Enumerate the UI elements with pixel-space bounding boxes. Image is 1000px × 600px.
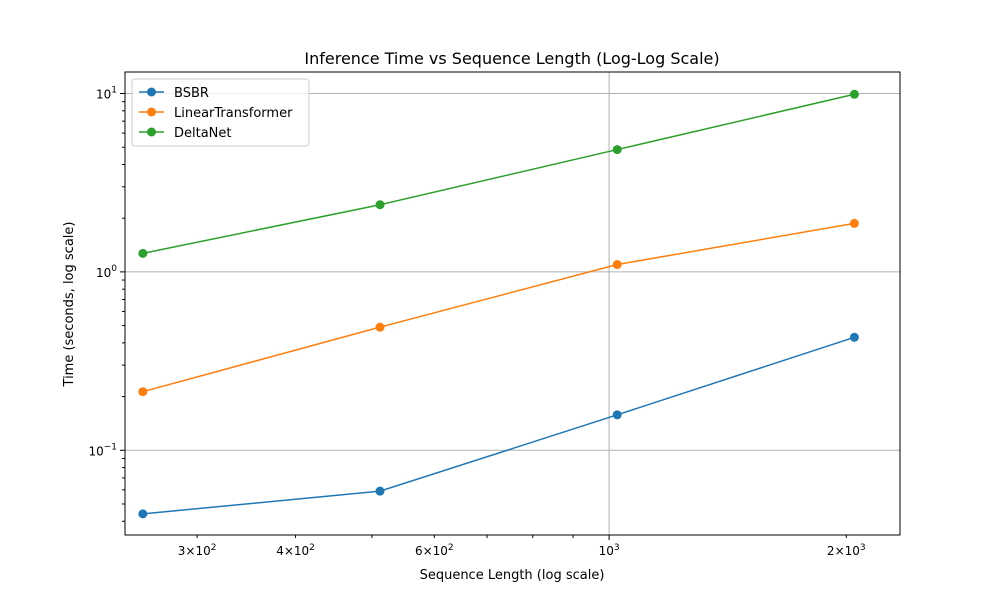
x-tick-label-mult: ×10 (284, 544, 309, 558)
series-deltanet (138, 89, 859, 258)
x-tick-label-exp: 3 (860, 543, 866, 553)
legend-entry: BSBR (139, 86, 209, 101)
x-tick-label-base: 6 (415, 544, 423, 558)
x-tick-label: 103 (599, 543, 620, 558)
x-tick-label-mult: 10 (599, 544, 614, 558)
x-tick-label-mult: ×10 (423, 544, 448, 558)
legend-marker (147, 107, 156, 117)
y-tick-label-mult: 10 (88, 444, 103, 458)
y-tick-label-mult: 10 (96, 266, 111, 280)
x-tick-label-mult: ×10 (185, 544, 210, 558)
x-tick-label-exp: 3 (614, 543, 620, 553)
legend-marker (147, 127, 156, 137)
axis-ticks (120, 93, 847, 540)
x-tick-label: 4×102 (276, 543, 315, 558)
legend-label: DeltaNet (174, 126, 232, 141)
data-point (375, 322, 385, 332)
data-point (138, 387, 148, 397)
data-point (849, 332, 859, 342)
y-tick-label-mult: 10 (96, 88, 111, 102)
x-tick-label: 2×103 (827, 543, 866, 558)
y-tick-label-exp: −1 (104, 442, 117, 452)
data-point (375, 486, 385, 496)
data-point (612, 145, 622, 155)
y-tick-label: 10−1 (88, 442, 117, 458)
series-group (138, 89, 859, 519)
x-tick-label: 3×102 (178, 543, 217, 558)
x-tick-labels: 3×102 4×102 6×102 103 2×103 (178, 543, 866, 558)
x-tick-label-exp: 2 (309, 543, 315, 553)
legend-label: LinearTransformer (174, 106, 293, 121)
data-point (612, 410, 622, 420)
series-line (142, 222, 855, 393)
series-line (142, 336, 855, 515)
x-tick-label-base: 3 (178, 544, 186, 558)
data-point (138, 248, 148, 258)
legend-frame (131, 78, 310, 147)
data-point (849, 218, 859, 228)
x-tick-label-mult: ×10 (835, 544, 860, 558)
y-tick-label: 101 (96, 86, 117, 102)
data-point (849, 89, 859, 99)
plot-area-frame (124, 71, 901, 536)
data-point (375, 200, 385, 210)
x-tick-label-base: 2 (827, 544, 835, 558)
chart-title: Inference Time vs Sequence Length (Log-L… (304, 49, 719, 68)
data-point (138, 509, 148, 519)
series-line (142, 93, 855, 255)
y-axis-label: Time (seconds, log scale) (62, 222, 77, 388)
legend-marker (147, 87, 156, 97)
legend-entry: LinearTransformer (139, 106, 293, 121)
plot-area-background (125, 72, 900, 535)
legend: BSBR LinearTransformer DeltaNet (131, 78, 310, 147)
x-axis-label: Sequence Length (log scale) (420, 568, 605, 583)
series-lineartransformer (138, 218, 859, 397)
y-tick-label-exp: 1 (111, 86, 117, 96)
x-tick-label-exp: 2 (448, 543, 454, 553)
data-point (612, 260, 622, 270)
y-tick-label: 100 (96, 264, 117, 280)
y-tick-label-exp: 0 (111, 264, 117, 274)
x-tick-label-exp: 2 (211, 543, 217, 553)
x-tick-label-base: 4 (276, 544, 284, 558)
x-tick-label: 6×102 (415, 543, 454, 558)
series-bsbr (138, 332, 859, 519)
legend-entry: DeltaNet (139, 126, 232, 141)
legend-label: BSBR (174, 86, 209, 101)
